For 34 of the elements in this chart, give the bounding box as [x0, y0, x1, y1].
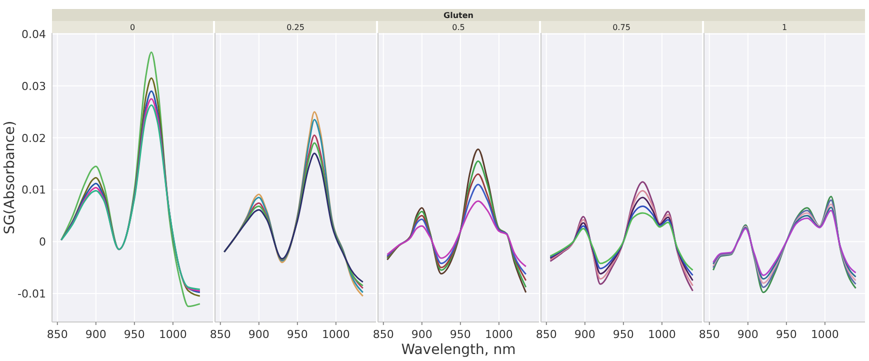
- x-tick-label: 950: [776, 328, 797, 341]
- y-tick-label: -0.01: [18, 287, 46, 300]
- x-tick-label: 900: [574, 328, 596, 341]
- y-tick-label: 0: [39, 236, 46, 249]
- x-tick-label: 850: [46, 328, 68, 341]
- chart-title: 0.5: [452, 23, 465, 32]
- x-tick-label: 850: [698, 328, 720, 341]
- x-tick-label: 950: [612, 328, 634, 341]
- x-tick-label: 1000: [484, 328, 513, 341]
- x-tick-label: 900: [411, 328, 432, 341]
- x-tick-label: 900: [248, 328, 270, 341]
- x-tick-label: 850: [372, 328, 394, 341]
- x-tick-label: 950: [450, 328, 471, 341]
- x-tick-label: 850: [536, 328, 557, 341]
- x-tick-label: 1000: [810, 328, 839, 341]
- y-tick-label: 0.02: [22, 132, 46, 145]
- x-axis-title: Wavelength, nm: [401, 342, 516, 358]
- x-tick-label: 850: [210, 328, 231, 341]
- chart-title: 1: [782, 23, 788, 32]
- x-tick-label: 1000: [158, 328, 187, 341]
- x-tick-label: 950: [124, 328, 145, 341]
- x-tick-label: 900: [737, 328, 758, 341]
- x-tick-label: 1000: [648, 328, 676, 341]
- y-axis-title: SG(Absorbance): [2, 120, 18, 234]
- x-tick-label: 1000: [322, 328, 350, 341]
- y-tick-label: 0.03: [22, 80, 46, 93]
- chart-title: 0.75: [612, 23, 630, 32]
- chart-title: 0: [130, 23, 136, 32]
- y-tick-label: 0.04: [22, 28, 46, 42]
- chart-title: 0.25: [286, 23, 304, 32]
- text: Gluten: [444, 11, 474, 20]
- x-tick-label: 950: [286, 328, 308, 341]
- x-tick-label: 900: [85, 328, 106, 341]
- y-tick-label: 0.01: [22, 184, 46, 197]
